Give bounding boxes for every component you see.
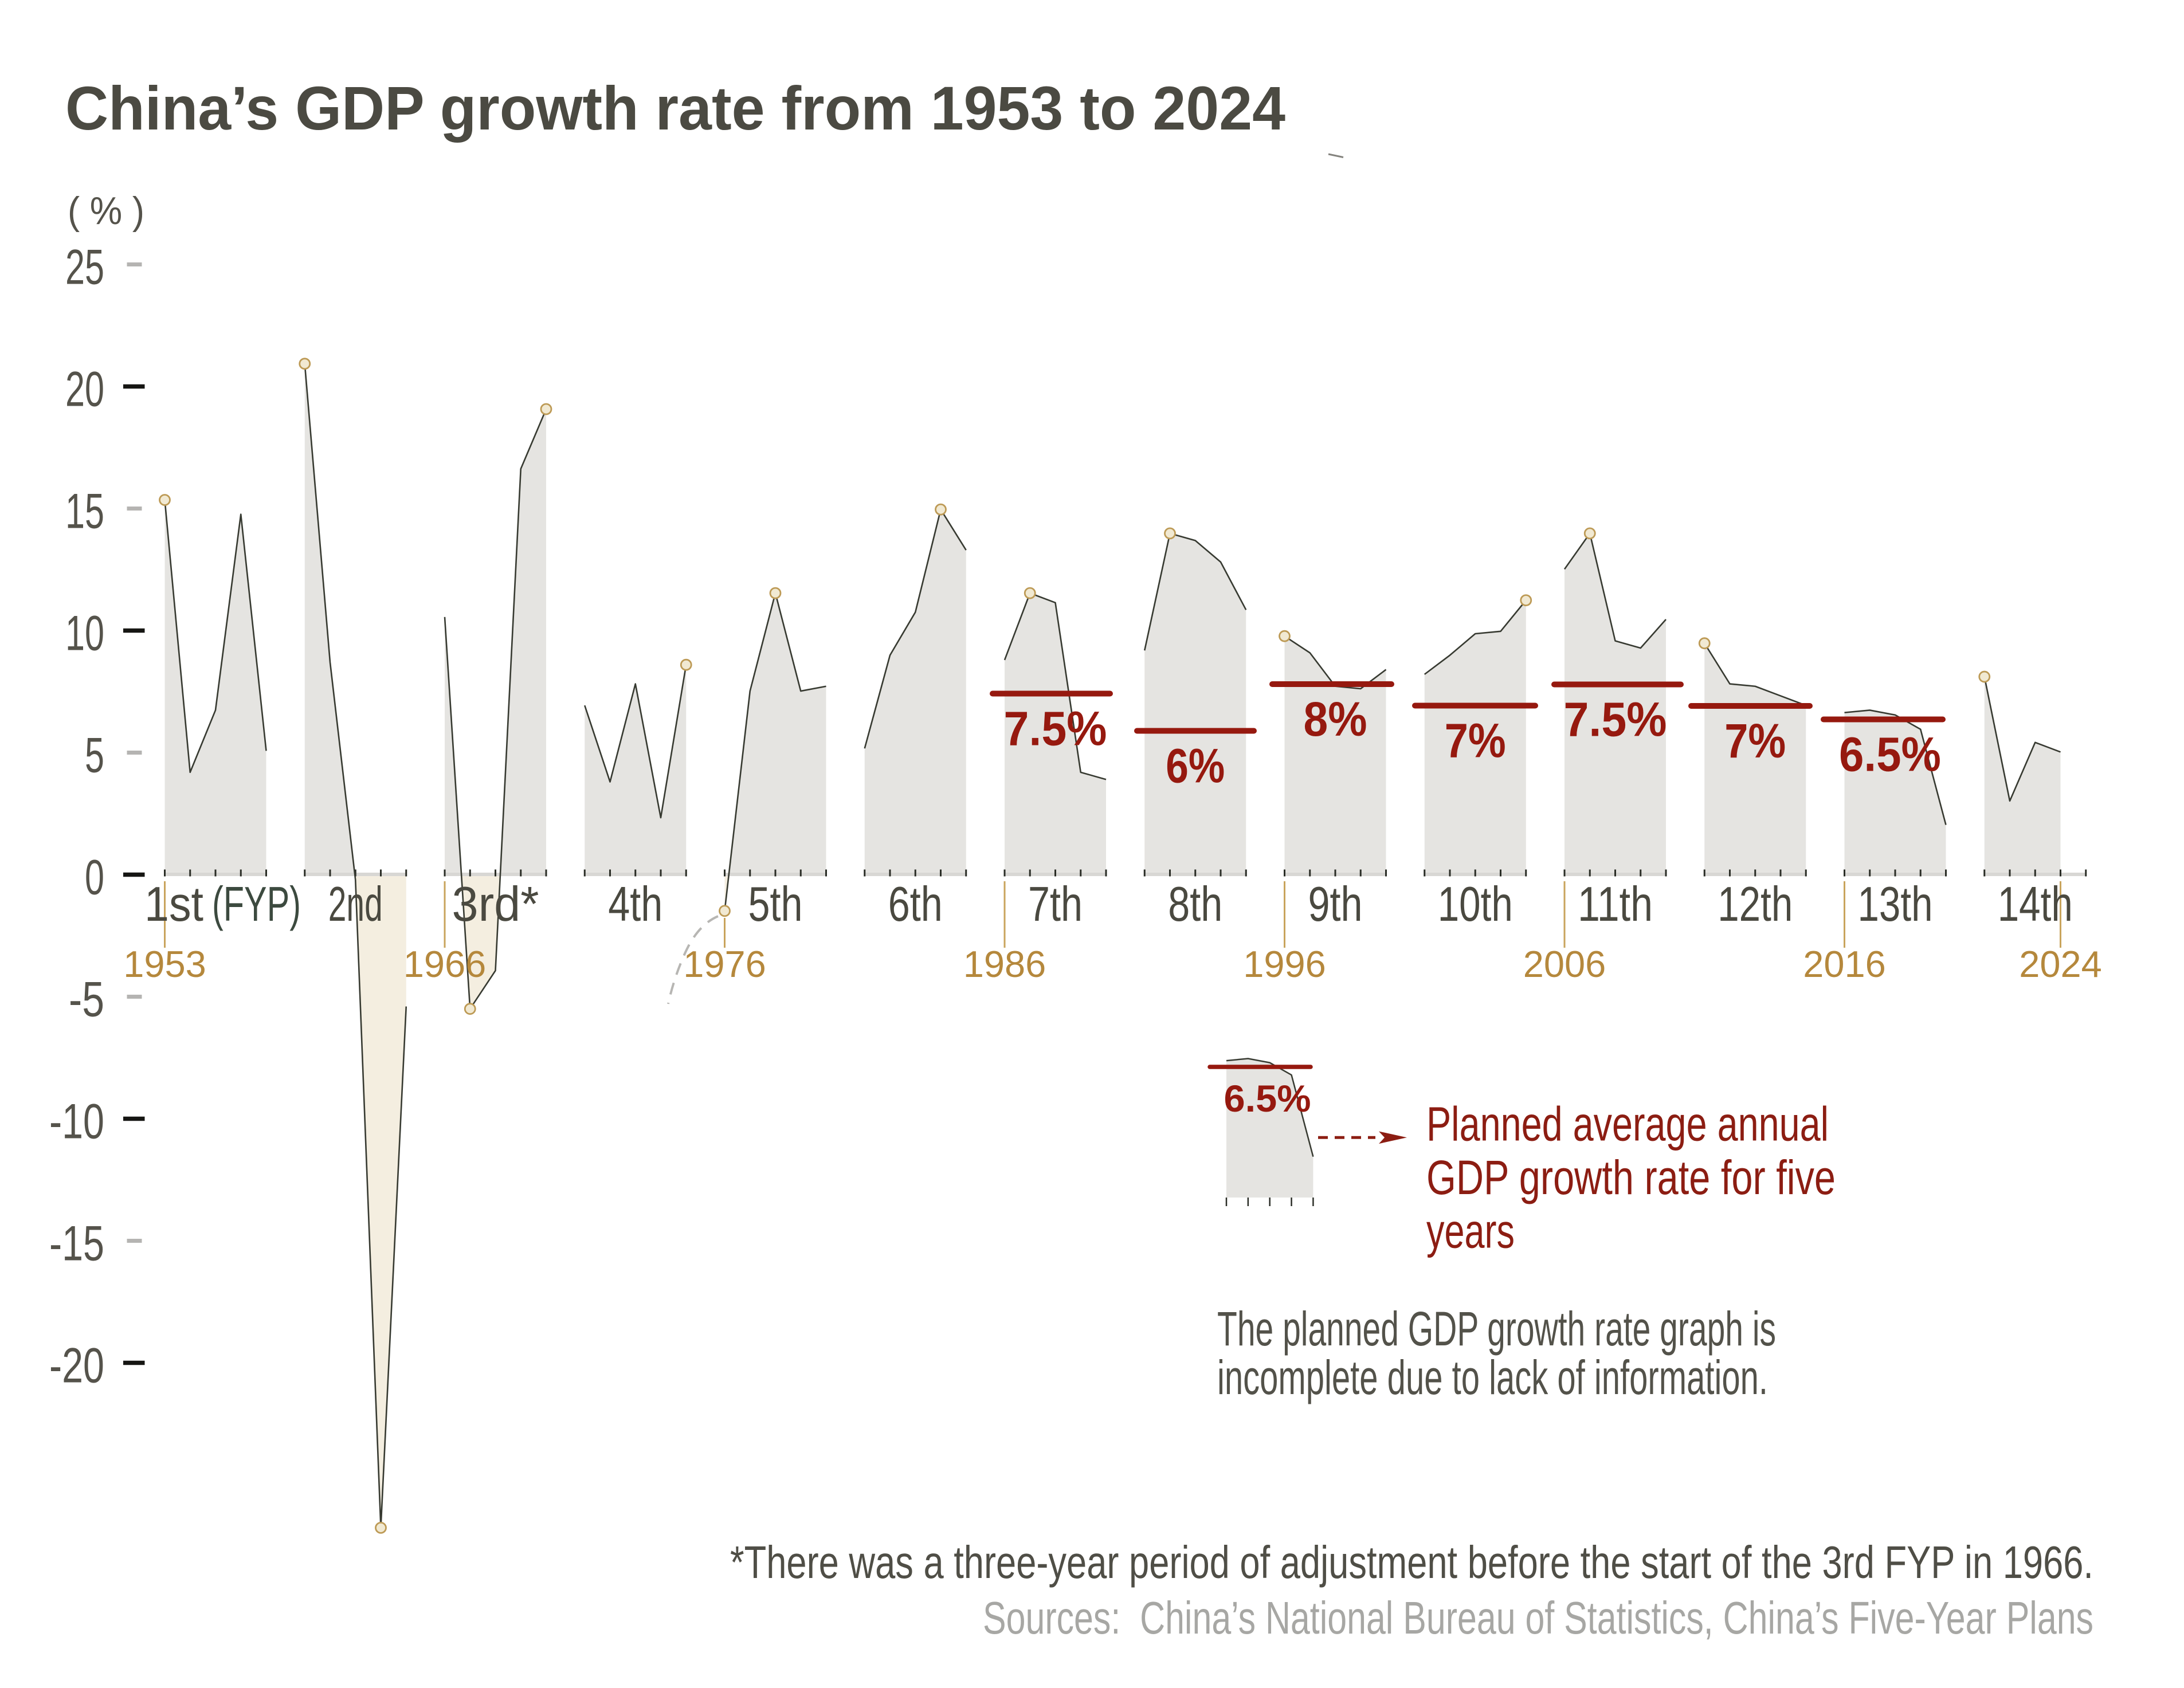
svg-text:8%: 8% bbox=[1304, 692, 1367, 746]
svg-text:10th: 10th bbox=[1438, 877, 1513, 932]
svg-text:5: 5 bbox=[85, 728, 104, 783]
svg-text:7.5%: 7.5% bbox=[1004, 702, 1107, 756]
svg-text:3rd*: 3rd* bbox=[452, 877, 539, 932]
svg-text:1976: 1976 bbox=[683, 943, 766, 985]
svg-text:15: 15 bbox=[65, 484, 104, 539]
svg-text:Planned average annual: Planned average annual bbox=[1426, 1097, 1829, 1151]
svg-text:1st: 1st bbox=[144, 877, 203, 932]
svg-text:( % ): ( % ) bbox=[68, 189, 144, 233]
svg-text:7.5%: 7.5% bbox=[1564, 693, 1667, 747]
svg-text:*There was a three-year period: *There was a three-year period of adjust… bbox=[730, 1537, 2093, 1588]
svg-text:12th: 12th bbox=[1718, 877, 1793, 932]
svg-text:2006: 2006 bbox=[1523, 943, 1606, 985]
svg-text:20: 20 bbox=[65, 362, 104, 417]
svg-text:14th: 14th bbox=[1998, 877, 2073, 932]
svg-text:9th: 9th bbox=[1308, 877, 1363, 932]
svg-text:4th: 4th bbox=[608, 877, 662, 932]
svg-text:(FYP): (FYP) bbox=[212, 877, 301, 932]
svg-text:8th: 8th bbox=[1168, 877, 1222, 932]
svg-text:25: 25 bbox=[65, 240, 104, 295]
svg-text:6th: 6th bbox=[888, 877, 943, 932]
svg-text:2nd: 2nd bbox=[328, 877, 383, 932]
svg-text:5th: 5th bbox=[748, 877, 803, 932]
svg-text:The planned GDP growth rate gr: The planned GDP growth rate graph is bbox=[1217, 1302, 1776, 1356]
svg-text:7%: 7% bbox=[1445, 714, 1506, 768]
svg-text:-15: -15 bbox=[49, 1216, 104, 1271]
svg-text:GDP growth rate for five: GDP growth rate for five bbox=[1426, 1151, 1836, 1204]
svg-text:2016: 2016 bbox=[1803, 943, 1886, 985]
svg-text:7th: 7th bbox=[1028, 877, 1083, 932]
svg-text:10: 10 bbox=[65, 606, 104, 661]
svg-text:6.5%: 6.5% bbox=[1839, 728, 1941, 782]
svg-text:China’s GDP growth rate from 1: China’s GDP growth rate from 1953 to 202… bbox=[65, 73, 1285, 143]
svg-text:13th: 13th bbox=[1858, 877, 1933, 932]
svg-text:1996: 1996 bbox=[1243, 943, 1326, 985]
svg-text:incomplete due to lack of info: incomplete due to lack of information. bbox=[1217, 1351, 1768, 1404]
svg-text:years: years bbox=[1426, 1204, 1515, 1258]
svg-text:-10: -10 bbox=[49, 1094, 104, 1149]
svg-text:1966: 1966 bbox=[403, 943, 487, 985]
svg-text:7%: 7% bbox=[1724, 714, 1786, 768]
svg-text:-20: -20 bbox=[49, 1338, 104, 1393]
svg-text:2024: 2024 bbox=[2019, 943, 2102, 985]
svg-text:6.5%: 6.5% bbox=[1224, 1077, 1311, 1120]
svg-text:11th: 11th bbox=[1578, 877, 1653, 932]
svg-text:1986: 1986 bbox=[963, 943, 1046, 985]
svg-text:-5: -5 bbox=[69, 972, 104, 1027]
svg-text:1953: 1953 bbox=[123, 943, 206, 985]
svg-text:Sources: China’s National Bur: Sources: China’s National Bureau of Stat… bbox=[983, 1592, 2093, 1643]
svg-text:0: 0 bbox=[85, 850, 104, 905]
svg-text:6%: 6% bbox=[1166, 739, 1225, 793]
